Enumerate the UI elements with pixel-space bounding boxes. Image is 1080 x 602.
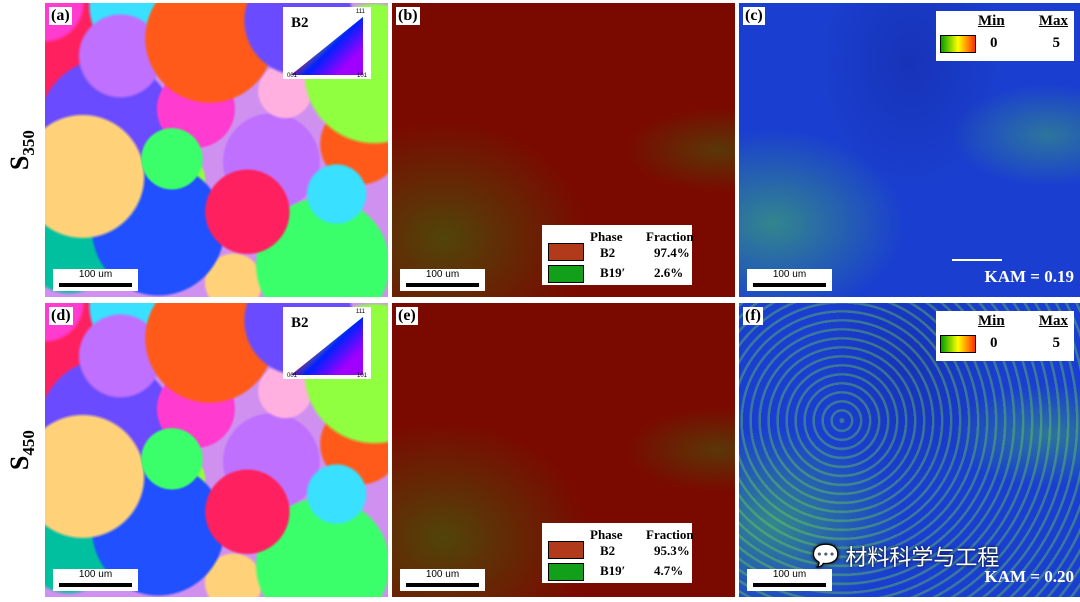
panel-tag: (f) [743,307,763,325]
panel-tag: (b) [396,7,420,25]
panel-a: B2 111 001 101 (a) 100 um [45,3,388,297]
kam-legend: Min Max 0 5 [936,311,1074,361]
phase-swatch [548,541,584,559]
kam-underline [952,259,1002,261]
kam-value: KAM = 0.20 [984,567,1074,586]
scale-bar: 100 um [747,569,832,591]
scale-bar: 100 um [400,569,485,591]
kam-value: KAM = 0.19 [984,267,1074,286]
panel-e: Phase Fraction B2 95.3% B19′ 4.7% (e) 100 um [392,303,735,597]
wechat-icon: 💬 [812,543,840,569]
panel-c: Min Max 0 5 KAM = 0.19 (c) 100 um [739,3,1080,297]
watermark: 💬 材料科学与工程 [812,543,1000,572]
kam-legend: Min Max 0 5 [936,11,1074,61]
row-label-s450: S450 [4,430,39,471]
panel-f: Min Max 0 5 KAM = 0.20 (f) 100 um [739,303,1080,597]
scale-bar: 100 um [400,269,485,291]
scale-bar: 100 um [747,269,832,291]
ipf-legend: B2 111 001 101 [283,307,371,379]
ipf-legend: B2 111 001 101 [283,7,371,79]
phase-swatch [548,265,584,283]
scale-bar: 100 um [53,269,138,291]
row-label-s350: S350 [4,130,39,171]
kam-colorbar [940,335,976,353]
phase-swatch [548,563,584,581]
kam-colorbar [940,35,976,53]
panel-tag: (d) [49,307,73,325]
scale-bar: 100 um [53,569,138,591]
panel-d: B2 111 001 101 (d) 100 um [45,303,388,597]
panel-b: Phase Fraction B2 97.4% B19′ 2.6% (b) 100 um [392,3,735,297]
panel-tag: (a) [49,7,72,25]
phase-legend: Phase Fraction B2 97.4% B19′ 2.6% [542,225,694,285]
panel-tag: (e) [396,307,418,325]
phase-legend: Phase Fraction B2 95.3% B19′ 4.7% [542,523,694,583]
phase-swatch [548,243,584,261]
panel-tag: (c) [743,7,765,25]
